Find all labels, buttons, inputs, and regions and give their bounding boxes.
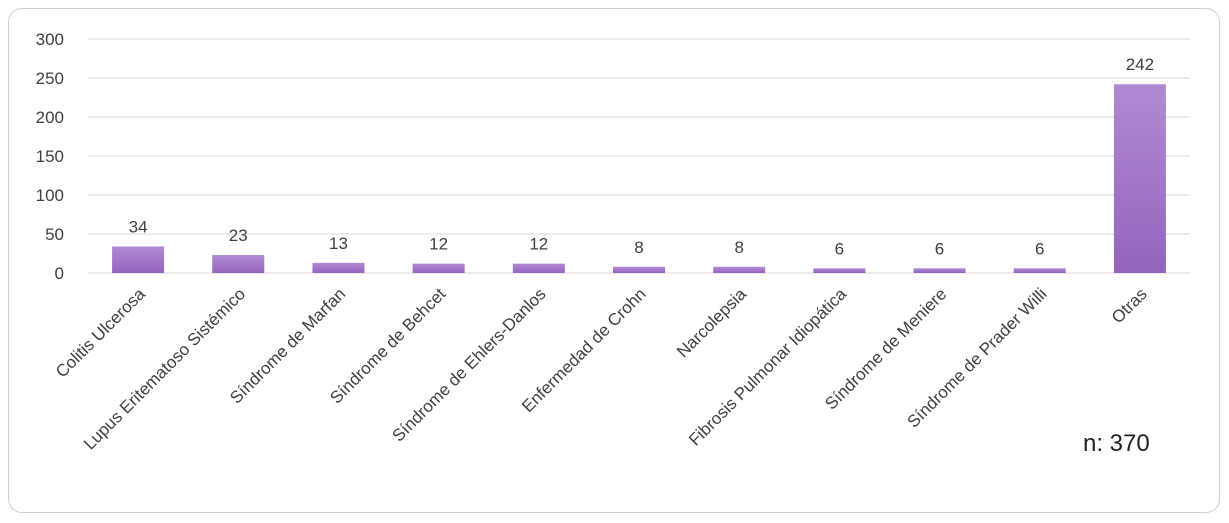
bar xyxy=(413,264,465,273)
data-label: 8 xyxy=(734,238,743,257)
bar xyxy=(1114,84,1166,273)
y-tick-label: 100 xyxy=(36,186,64,205)
bar xyxy=(212,255,264,273)
bar xyxy=(112,246,164,273)
y-tick-label: 250 xyxy=(36,69,64,88)
bar xyxy=(312,263,364,273)
data-label: 12 xyxy=(529,235,548,254)
y-tick-label: 150 xyxy=(36,147,64,166)
data-labels: 34 23 13 12 12 8 8 6 6 6 242 xyxy=(129,55,1154,258)
x-tick-label: Colitis Ulcerosa xyxy=(52,284,149,381)
sample-size-note: n: 370 xyxy=(1083,430,1150,457)
data-label: 12 xyxy=(429,235,448,254)
data-label: 6 xyxy=(1035,239,1044,258)
data-label: 8 xyxy=(634,238,643,257)
bar xyxy=(613,267,665,273)
y-tick-label: 200 xyxy=(36,108,64,127)
bar xyxy=(713,267,765,273)
x-tick-label: Narcolepsia xyxy=(673,284,750,361)
x-tick-label: Fibrosis Pulmonar Idiopática xyxy=(685,284,850,449)
data-label: 23 xyxy=(229,226,248,245)
x-tick-label: Otras xyxy=(1108,284,1151,327)
bar xyxy=(513,264,565,273)
bar xyxy=(813,268,865,273)
y-tick-label: 0 xyxy=(55,264,64,283)
x-tick-label: Lupus Eritematoso Sistémico xyxy=(80,284,249,453)
y-tick-label: 300 xyxy=(36,30,64,49)
data-label: 34 xyxy=(129,217,148,236)
bar xyxy=(914,268,966,273)
data-label: 13 xyxy=(329,234,348,253)
data-label: 6 xyxy=(935,239,944,258)
data-label: 6 xyxy=(835,239,844,258)
y-tick-label: 50 xyxy=(45,225,64,244)
bar xyxy=(1014,268,1066,273)
y-axis-ticks: 0 50 100 150 200 250 300 xyxy=(36,30,64,283)
data-label: 242 xyxy=(1126,55,1154,74)
